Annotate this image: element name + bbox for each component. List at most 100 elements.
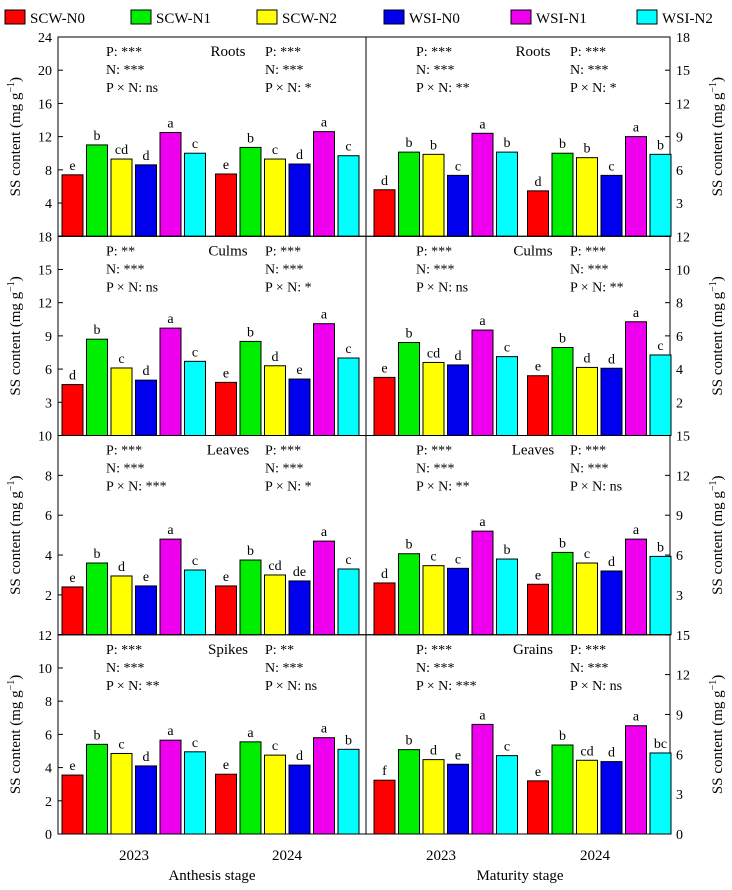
- panel-maturity-leaves-bar-wsi-n0-2023: [447, 567, 469, 636]
- panel-anthesis-culms-stat: N: ***: [265, 262, 304, 277]
- panel-maturity-leaves-ylabel: SS content (mg g−1): [708, 475, 726, 594]
- panel-maturity-roots-bar-wsi-n0-2024: [600, 174, 623, 237]
- panel-anthesis-leaves-letter: a: [167, 523, 174, 538]
- panel-maturity-roots-letter: b: [559, 137, 566, 152]
- legend-swatch-wsi-n1: [510, 9, 532, 25]
- panel-maturity-culms-title: Culms: [513, 243, 552, 259]
- panel-maturity-roots-letter: b: [406, 136, 413, 151]
- panel-anthesis-roots-letter: c: [272, 143, 278, 158]
- panel-maturity-culms-stat: N: ***: [416, 262, 455, 277]
- panel-anthesis-spikes-title: Spikes: [208, 642, 248, 658]
- panel-anthesis-leaves-bar-scw-n2-2024: [264, 574, 286, 636]
- panel-anthesis-spikes-bar-wsi-n0-2023: [135, 765, 157, 835]
- panel-maturity-leaves-ylabel-text: SS content (mg g: [710, 491, 726, 595]
- panel-anthesis-roots-ytick-label: 24: [38, 31, 52, 46]
- panel-maturity-culms-ytick-label: 12: [676, 230, 690, 245]
- panel-maturity-leaves-ytick-label: 6: [676, 549, 683, 564]
- panel-anthesis-spikes-bar-wsi-n2-2023: [184, 751, 206, 835]
- panel-anthesis-spikes-letter: d: [296, 749, 303, 764]
- panel-anthesis-roots-bar-scw-n1-2024: [239, 146, 262, 237]
- panel-anthesis-culms-ylabel-close: ): [8, 276, 24, 281]
- panel-maturity-culms-ylabel-text: SS content (mg g: [710, 291, 726, 395]
- panel-anthesis-spikes-letter: d: [143, 750, 150, 765]
- panel-maturity-grains-stat: N: ***: [570, 661, 609, 676]
- panel-anthesis-leaves-bar-scw-n0-2023: [61, 586, 84, 636]
- panel-anthesis-spikes-letter: a: [247, 726, 254, 741]
- panel-maturity-leaves-bar-scw-n2-2023: [422, 565, 445, 636]
- panel-maturity-roots-ylabel-text: SS content (mg g: [710, 92, 726, 196]
- panel-maturity-leaves-bar-scw-n0-2024: [527, 583, 549, 636]
- panel-maturity-culms-letter: d: [608, 352, 615, 367]
- panel-anthesis-roots-letter: e: [69, 159, 75, 174]
- panel-anthesis-leaves-letter: a: [321, 525, 328, 540]
- panel-anthesis-leaves-ytick-label: 2: [45, 589, 52, 604]
- panel-maturity-roots-bar-wsi-n1-2024: [625, 136, 647, 237]
- panel-anthesis-leaves-letter: cd: [268, 559, 281, 574]
- panel-anthesis-roots-stat: N: ***: [265, 63, 304, 78]
- panel-anthesis-spikes-letter: c: [272, 739, 278, 754]
- panel-maturity-roots-bar-scw-n1-2023: [398, 151, 420, 237]
- panel-maturity-roots-bar-wsi-n2-2023: [496, 151, 518, 237]
- panel-maturity-grains-bar-wsi-n2-2023: [496, 755, 518, 835]
- panel-maturity-grains-ytick-label: 15: [676, 629, 690, 644]
- panel-maturity-roots-ylabel-close: ): [710, 77, 726, 82]
- panel-maturity-roots-ytick-label: 12: [676, 97, 690, 112]
- panel-anthesis-culms-bar-scw-n2-2023: [110, 367, 133, 436]
- panel-maturity-roots-letter: c: [608, 159, 614, 174]
- panel-anthesis-roots-stat: N: ***: [106, 63, 145, 78]
- panel-maturity-leaves-stat: P × N: **: [416, 480, 470, 495]
- panel-anthesis-culms-bar-wsi-n1-2023: [159, 327, 182, 437]
- panel-anthesis-culms-bar-scw-n2-2024: [264, 365, 286, 437]
- panel-maturity-grains-ylabel-sup: −1: [708, 680, 719, 691]
- panel-maturity-grains-ytick-label: 6: [676, 748, 683, 763]
- panel-anthesis-roots-bar-wsi-n1-2024: [313, 131, 335, 237]
- panel-maturity-leaves-stat: P: ***: [416, 444, 452, 459]
- panel-anthesis-culms-stat: P × N: ns: [106, 280, 158, 295]
- panel-anthesis-spikes-stat: P × N: ns: [265, 679, 317, 694]
- panel-anthesis-culms-letter: c: [345, 342, 351, 357]
- panel-anthesis-leaves-letter: d: [118, 560, 125, 575]
- panel-anthesis-leaves-bar-scw-n1-2024: [239, 559, 262, 636]
- panel-maturity-grains-stat: P: ***: [416, 643, 452, 658]
- panel-maturity-culms-stat: P × N: **: [570, 280, 624, 295]
- panel-anthesis-roots-ylabel-text: SS content (mg g: [8, 92, 24, 196]
- panel-maturity-leaves-stat: P: ***: [570, 444, 606, 459]
- panel-maturity-leaves-bar-wsi-n1-2024: [625, 538, 647, 636]
- legend-swatch-scw-n0: [4, 9, 26, 25]
- panel-anthesis-roots-title: Roots: [210, 44, 245, 60]
- panel-maturity-culms-stat: P: ***: [570, 244, 606, 259]
- panel-maturity-leaves-ylabel-close: ): [710, 475, 726, 480]
- panel-anthesis-spikes-bar-wsi-n1-2024: [313, 737, 335, 835]
- panel-anthesis-roots-letter: c: [192, 137, 198, 152]
- panel-maturity-grains-ytick-label: 3: [676, 788, 683, 803]
- stage-label: Anthesis stage: [168, 868, 255, 884]
- panel-maturity-grains-letter: e: [535, 765, 541, 780]
- panel-maturity-culms-letter: b: [406, 327, 413, 342]
- panel-maturity-culms-bar-wsi-n0-2024: [600, 367, 623, 436]
- panel-maturity-grains-bar-wsi-n0-2023: [447, 763, 469, 835]
- panel-anthesis-leaves-stat: P: ***: [265, 444, 301, 459]
- panel-anthesis-culms-letter: a: [321, 308, 328, 323]
- panel-maturity-grains-bar-scw-n2-2023: [422, 759, 445, 835]
- panel-anthesis-roots-stat: P: ***: [106, 45, 142, 60]
- panel-maturity-roots-ytick-label: 15: [676, 64, 690, 79]
- panel-maturity-culms-ytick-label: 8: [676, 297, 683, 312]
- panel-maturity-roots-stat: N: ***: [416, 63, 455, 78]
- panel-maturity-grains-ytick-label: 12: [676, 669, 690, 684]
- panel-maturity-culms-ylabel: SS content (mg g−1): [708, 276, 726, 395]
- panel-maturity-grains-stat: N: ***: [416, 661, 455, 676]
- panel-maturity-grains-stat: P: ***: [570, 643, 606, 658]
- panel-maturity-roots-ylabel: SS content (mg g−1): [708, 77, 726, 196]
- panel-anthesis-spikes-ytick-label: 10: [38, 662, 52, 677]
- panel-anthesis-spikes-bar-wsi-n1-2023: [159, 739, 182, 835]
- panel-anthesis-spikes-ylabel-sup: −1: [6, 680, 17, 691]
- panel-anthesis-culms-bar-scw-n1-2023: [86, 338, 108, 436]
- panel-maturity-culms-ylabel-sup: −1: [708, 281, 719, 292]
- panel-maturity-roots-bar-scw-n0-2024: [527, 190, 549, 237]
- panel-anthesis-culms-letter: c: [192, 345, 198, 360]
- panel-maturity-culms-bar-scw-n2-2023: [422, 361, 445, 437]
- panel-anthesis-roots-letter: cd: [115, 143, 128, 158]
- panel-anthesis-spikes-ytick-label: 6: [45, 728, 52, 743]
- panel-maturity-roots-letter: c: [455, 159, 461, 174]
- panel-maturity-leaves-ytick-label: 3: [676, 589, 683, 604]
